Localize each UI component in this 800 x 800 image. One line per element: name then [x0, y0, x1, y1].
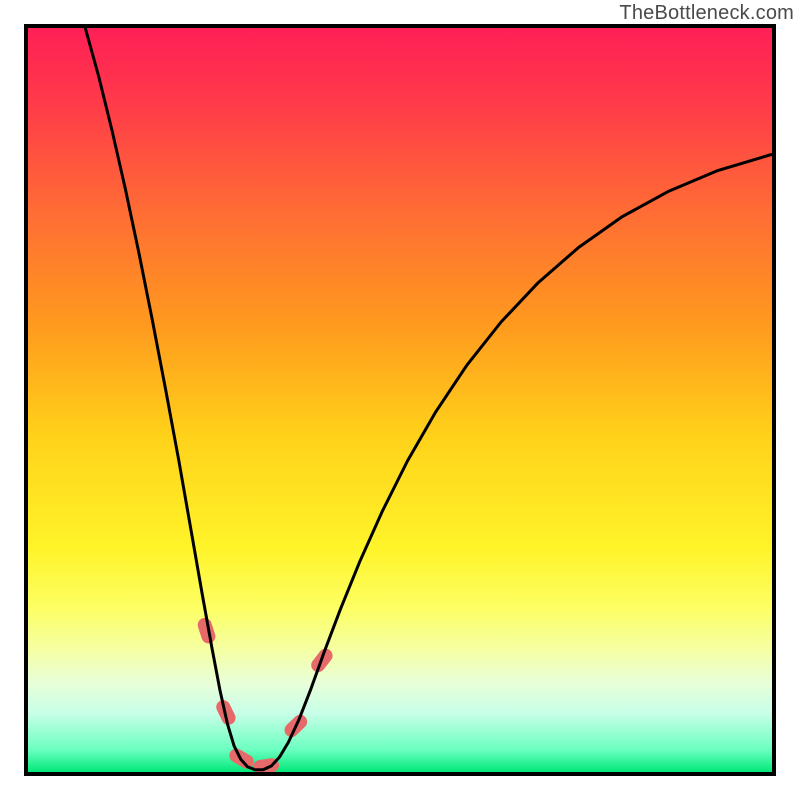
bottleneck-chart — [28, 28, 772, 772]
canvas-frame: TheBottleneck.com — [0, 0, 800, 800]
gradient-bg — [28, 28, 772, 772]
watermark-text: TheBottleneck.com — [619, 2, 794, 25]
plot-black-border — [24, 24, 776, 776]
plot-inner-area — [28, 28, 772, 772]
